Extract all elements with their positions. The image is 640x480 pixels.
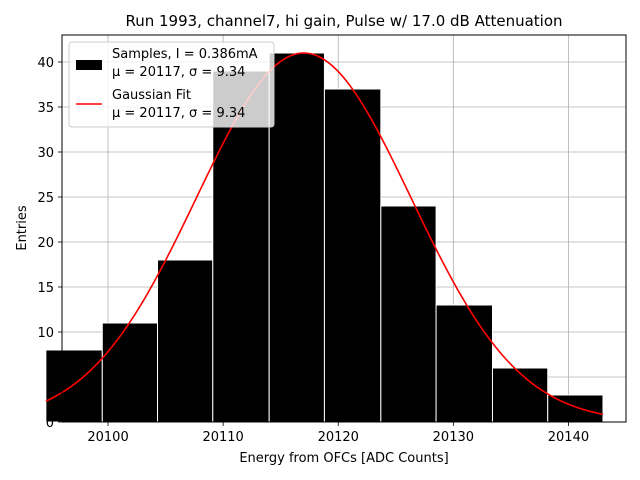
y-tick-label: 15 <box>37 281 54 296</box>
y-tick-label: 10 <box>37 326 54 341</box>
gaussian-fit-curve <box>45 52 604 416</box>
x-axis-ticks: 20100 20110 20120 20130 20140 <box>87 422 589 445</box>
plot-frame <box>61 34 627 423</box>
histogram-bar <box>491 367 549 423</box>
legend-label-fit: Gaussian Fit <box>112 88 191 103</box>
y-axis-ticks: 0 5 10 15 20 25 30 35 40 <box>37 56 62 431</box>
y-tick-label: 35 <box>37 101 54 116</box>
y-tick-label: 20 <box>37 236 54 251</box>
y-axis-label: Entries <box>15 205 30 251</box>
x-tick-label: 20130 <box>433 430 474 445</box>
legend-swatch-samples <box>76 60 102 70</box>
y-tick-label: 40 <box>37 56 54 71</box>
histogram-bar <box>323 88 382 423</box>
y-tick-label: 25 <box>37 191 54 206</box>
histogram-bar <box>268 52 325 423</box>
y-tick-label: 0 <box>46 416 54 431</box>
histogram-bar <box>435 304 493 423</box>
histogram-bar <box>45 349 103 423</box>
histogram-bar <box>157 259 214 423</box>
x-tick-label: 20100 <box>87 430 128 445</box>
y-tick-label: 5 <box>46 371 54 386</box>
x-tick-label: 20120 <box>318 430 359 445</box>
legend-box <box>68 41 275 128</box>
histogram-bars <box>45 52 604 423</box>
x-tick-label: 20110 <box>202 430 243 445</box>
legend: Samples, I = 0.386mA μ = 20117, σ = 9.34… <box>68 41 275 128</box>
legend-stats-fit: μ = 20117, σ = 9.34 <box>112 106 245 121</box>
chart-title: Run 1993, channel7, hi gain, Pulse w/ 17… <box>125 12 562 30</box>
legend-label-samples: Samples, I = 0.386mA <box>112 47 258 62</box>
histogram-bar <box>380 205 437 423</box>
y-tick-label: 30 <box>37 146 54 161</box>
x-axis-label: Energy from OFCs [ADC Counts] <box>239 451 448 466</box>
legend-stats-samples: μ = 20117, σ = 9.34 <box>112 65 245 80</box>
x-tick-label: 20140 <box>548 430 589 445</box>
histogram-bar <box>101 322 159 423</box>
